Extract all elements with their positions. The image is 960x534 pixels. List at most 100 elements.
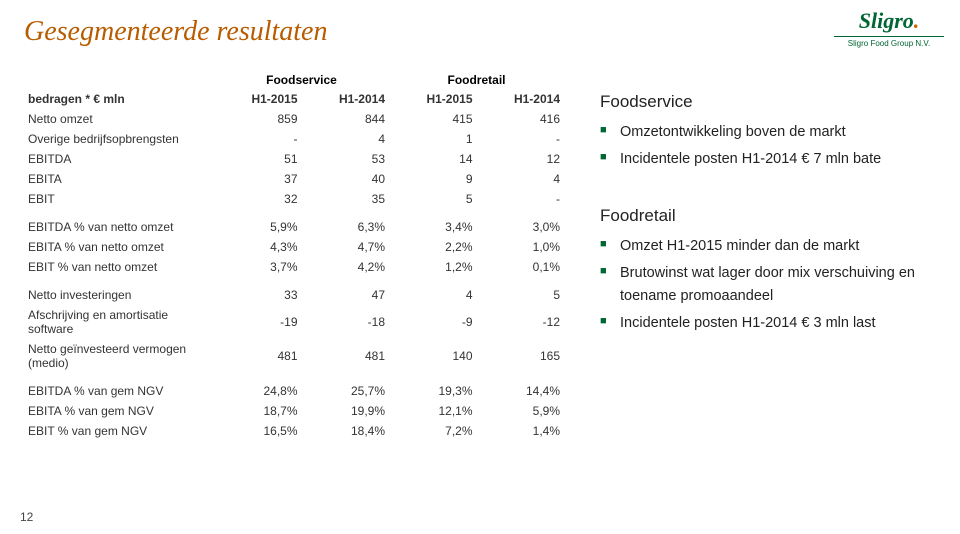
table-row: EBIT32355- (24, 189, 564, 209)
row-label: EBITA (24, 169, 214, 189)
bullet-item: Incidentele posten H1-2014 € 7 mln bate (600, 148, 940, 171)
cell-value: 19,3% (389, 381, 477, 401)
cell-value: 4,2% (302, 257, 390, 277)
cell-value: 481 (214, 339, 302, 373)
row-label: EBITDA % van gem NGV (24, 381, 214, 401)
cell-value: 1 (389, 129, 477, 149)
cell-value: 51 (214, 149, 302, 169)
bullet-item: Incidentele posten H1-2014 € 3 mln last (600, 312, 940, 335)
table-row: EBIT % van gem NGV16,5%18,4%7,2%1,4% (24, 421, 564, 441)
cell-value: 416 (477, 109, 565, 129)
row-label: EBITA % van netto omzet (24, 237, 214, 257)
cell-value: 4,3% (214, 237, 302, 257)
cell-value: 47 (302, 285, 390, 305)
cell-value: 844 (302, 109, 390, 129)
cell-value: 12,1% (389, 401, 477, 421)
cell-value: 16,5% (214, 421, 302, 441)
cell-value: 33 (214, 285, 302, 305)
table-row: EBIT % van netto omzet3,7%4,2%1,2%0,1% (24, 257, 564, 277)
cell-value: 3,4% (389, 217, 477, 237)
cell-value: 14 (389, 149, 477, 169)
period-col: H1-2015 (214, 89, 302, 109)
period-header-row: bedragen * € mln H1-2015 H1-2014 H1-2015… (24, 89, 564, 109)
row-label: EBIT % van gem NGV (24, 421, 214, 441)
logo-text: Sligro. (834, 8, 944, 34)
cell-value: 3,7% (214, 257, 302, 277)
cell-value: 5 (477, 285, 565, 305)
bullet-item: Omzet H1-2015 minder dan de markt (600, 235, 940, 258)
row-label: Netto investeringen (24, 285, 214, 305)
row-label: EBITDA % van netto omzet (24, 217, 214, 237)
cell-value: 1,0% (477, 237, 565, 257)
cell-value: -9 (389, 305, 477, 339)
cell-value: 1,2% (389, 257, 477, 277)
commentary-heading-foodretail: Foodretail (600, 202, 940, 229)
page-number: 12 (20, 510, 33, 524)
cell-value: 481 (302, 339, 390, 373)
table-row: Netto omzet859844415416 (24, 109, 564, 129)
cell-value: 5,9% (477, 401, 565, 421)
cell-value: - (214, 129, 302, 149)
cell-value: 53 (302, 149, 390, 169)
period-col: H1-2014 (302, 89, 390, 109)
segmented-results-table: Foodservice Foodretail bedragen * € mln … (24, 70, 564, 441)
table-row: EBITDA % van netto omzet5,9%6,3%3,4%3,0% (24, 217, 564, 237)
cell-value: 25,7% (302, 381, 390, 401)
cell-value: 5 (389, 189, 477, 209)
cell-value: 1,4% (477, 421, 565, 441)
cell-value: 415 (389, 109, 477, 129)
table-row: Netto geïnvesteerd vermogen (medio)48148… (24, 339, 564, 373)
cell-value: 7,2% (389, 421, 477, 441)
cell-value: 14,4% (477, 381, 565, 401)
cell-value: 140 (389, 339, 477, 373)
cell-value: -18 (302, 305, 390, 339)
table-row: Afschrijving en amortisatie software-19-… (24, 305, 564, 339)
table-row: EBITA % van gem NGV18,7%19,9%12,1%5,9% (24, 401, 564, 421)
row-label: EBITDA (24, 149, 214, 169)
cell-value: 37 (214, 169, 302, 189)
cell-value: 18,7% (214, 401, 302, 421)
table-row: EBITDA51531412 (24, 149, 564, 169)
commentary-heading-foodservice: Foodservice (600, 88, 940, 115)
cell-value: - (477, 129, 565, 149)
cell-value: 4 (389, 285, 477, 305)
cell-value: 12 (477, 149, 565, 169)
cell-value: 2,2% (389, 237, 477, 257)
cell-value: 18,4% (302, 421, 390, 441)
cell-value: 165 (477, 339, 565, 373)
commentary-panel: Foodservice Omzetontwikkeling boven de m… (600, 88, 940, 344)
cell-value: 859 (214, 109, 302, 129)
table-row: EBITA % van netto omzet4,3%4,7%2,2%1,0% (24, 237, 564, 257)
cell-value: 4 (302, 129, 390, 149)
cell-value: 24,8% (214, 381, 302, 401)
table-row: EBITDA % van gem NGV24,8%25,7%19,3%14,4% (24, 381, 564, 401)
period-col: H1-2015 (389, 89, 477, 109)
brand-logo: Sligro. Sligro Food Group N.V. (834, 8, 944, 48)
cell-value: 32 (214, 189, 302, 209)
page-title: Gesegmenteerde resultaten (24, 16, 328, 48)
segment-a-header: Foodservice (214, 70, 389, 89)
row-label: Netto omzet (24, 109, 214, 129)
cell-value: 40 (302, 169, 390, 189)
cell-value: 19,9% (302, 401, 390, 421)
segment-b-header: Foodretail (389, 70, 564, 89)
segment-header-row: Foodservice Foodretail (24, 70, 564, 89)
row-label: Afschrijving en amortisatie software (24, 305, 214, 339)
cell-value: -12 (477, 305, 565, 339)
cell-value: 4 (477, 169, 565, 189)
bullet-item: Brutowinst wat lager door mix verschuivi… (600, 262, 940, 308)
cell-value: -19 (214, 305, 302, 339)
table-row: Overige bedrijfsopbrengsten-41- (24, 129, 564, 149)
cell-value: 0,1% (477, 257, 565, 277)
row-label-header: bedragen * € mln (24, 89, 214, 109)
period-col: H1-2014 (477, 89, 565, 109)
logo-subtitle: Sligro Food Group N.V. (834, 36, 944, 48)
cell-value: 3,0% (477, 217, 565, 237)
bullet-item: Omzetontwikkeling boven de markt (600, 121, 940, 144)
row-label: EBIT % van netto omzet (24, 257, 214, 277)
table-row: EBITA374094 (24, 169, 564, 189)
row-label: EBITA % van gem NGV (24, 401, 214, 421)
row-label: Netto geïnvesteerd vermogen (medio) (24, 339, 214, 373)
cell-value: 5,9% (214, 217, 302, 237)
cell-value: 35 (302, 189, 390, 209)
